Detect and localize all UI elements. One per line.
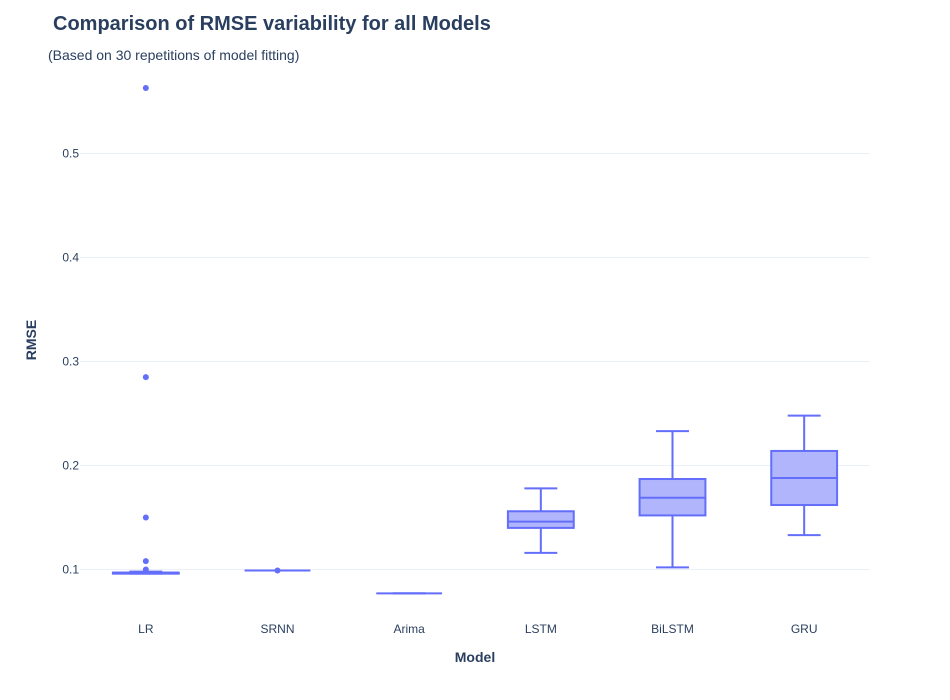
chart-subtitle: (Based on 30 repetitions of model fittin… <box>48 47 299 63</box>
y-tick-label: 0.2 <box>62 459 79 473</box>
x-tick-label: SRNN <box>260 622 294 636</box>
y-tick-label: 0.3 <box>62 355 79 369</box>
box-srnn <box>244 567 311 574</box>
grid-layer <box>80 153 870 570</box>
y-axis-title: RMSE <box>23 320 39 360</box>
y-tick-label: 0.4 <box>62 251 79 265</box>
outlier-point <box>142 84 149 91</box>
box-iqr <box>506 510 575 529</box>
x-tick-labels: LR SRNN Arima LSTM BiLSTM GRU <box>138 622 817 636</box>
outlier-point <box>142 514 149 521</box>
box-bilstm <box>638 430 707 569</box>
chart-title: Comparison of RMSE variability for all M… <box>53 13 491 35</box>
box-lr <box>111 84 180 575</box>
box-layer <box>111 84 839 595</box>
y-tick-label: 0.5 <box>62 147 79 161</box>
x-axis-title: Model <box>455 649 495 665</box>
box-gru <box>770 414 839 537</box>
outlier-point <box>274 567 281 574</box>
x-tick-label: BiLSTM <box>651 622 694 636</box>
y-tick-labels: 0.1 0.2 0.3 0.4 0.5 <box>62 147 79 577</box>
outlier-point <box>142 558 149 565</box>
x-tick-label: LR <box>138 622 154 636</box>
outlier-point <box>142 374 149 381</box>
y-tick-label: 0.1 <box>62 563 79 577</box>
x-tick-label: GRU <box>791 622 818 636</box>
x-tick-label: LSTM <box>525 622 557 636</box>
box-lstm <box>506 487 575 554</box>
outlier-point <box>142 566 149 573</box>
x-tick-label: Arima <box>393 622 425 636</box>
